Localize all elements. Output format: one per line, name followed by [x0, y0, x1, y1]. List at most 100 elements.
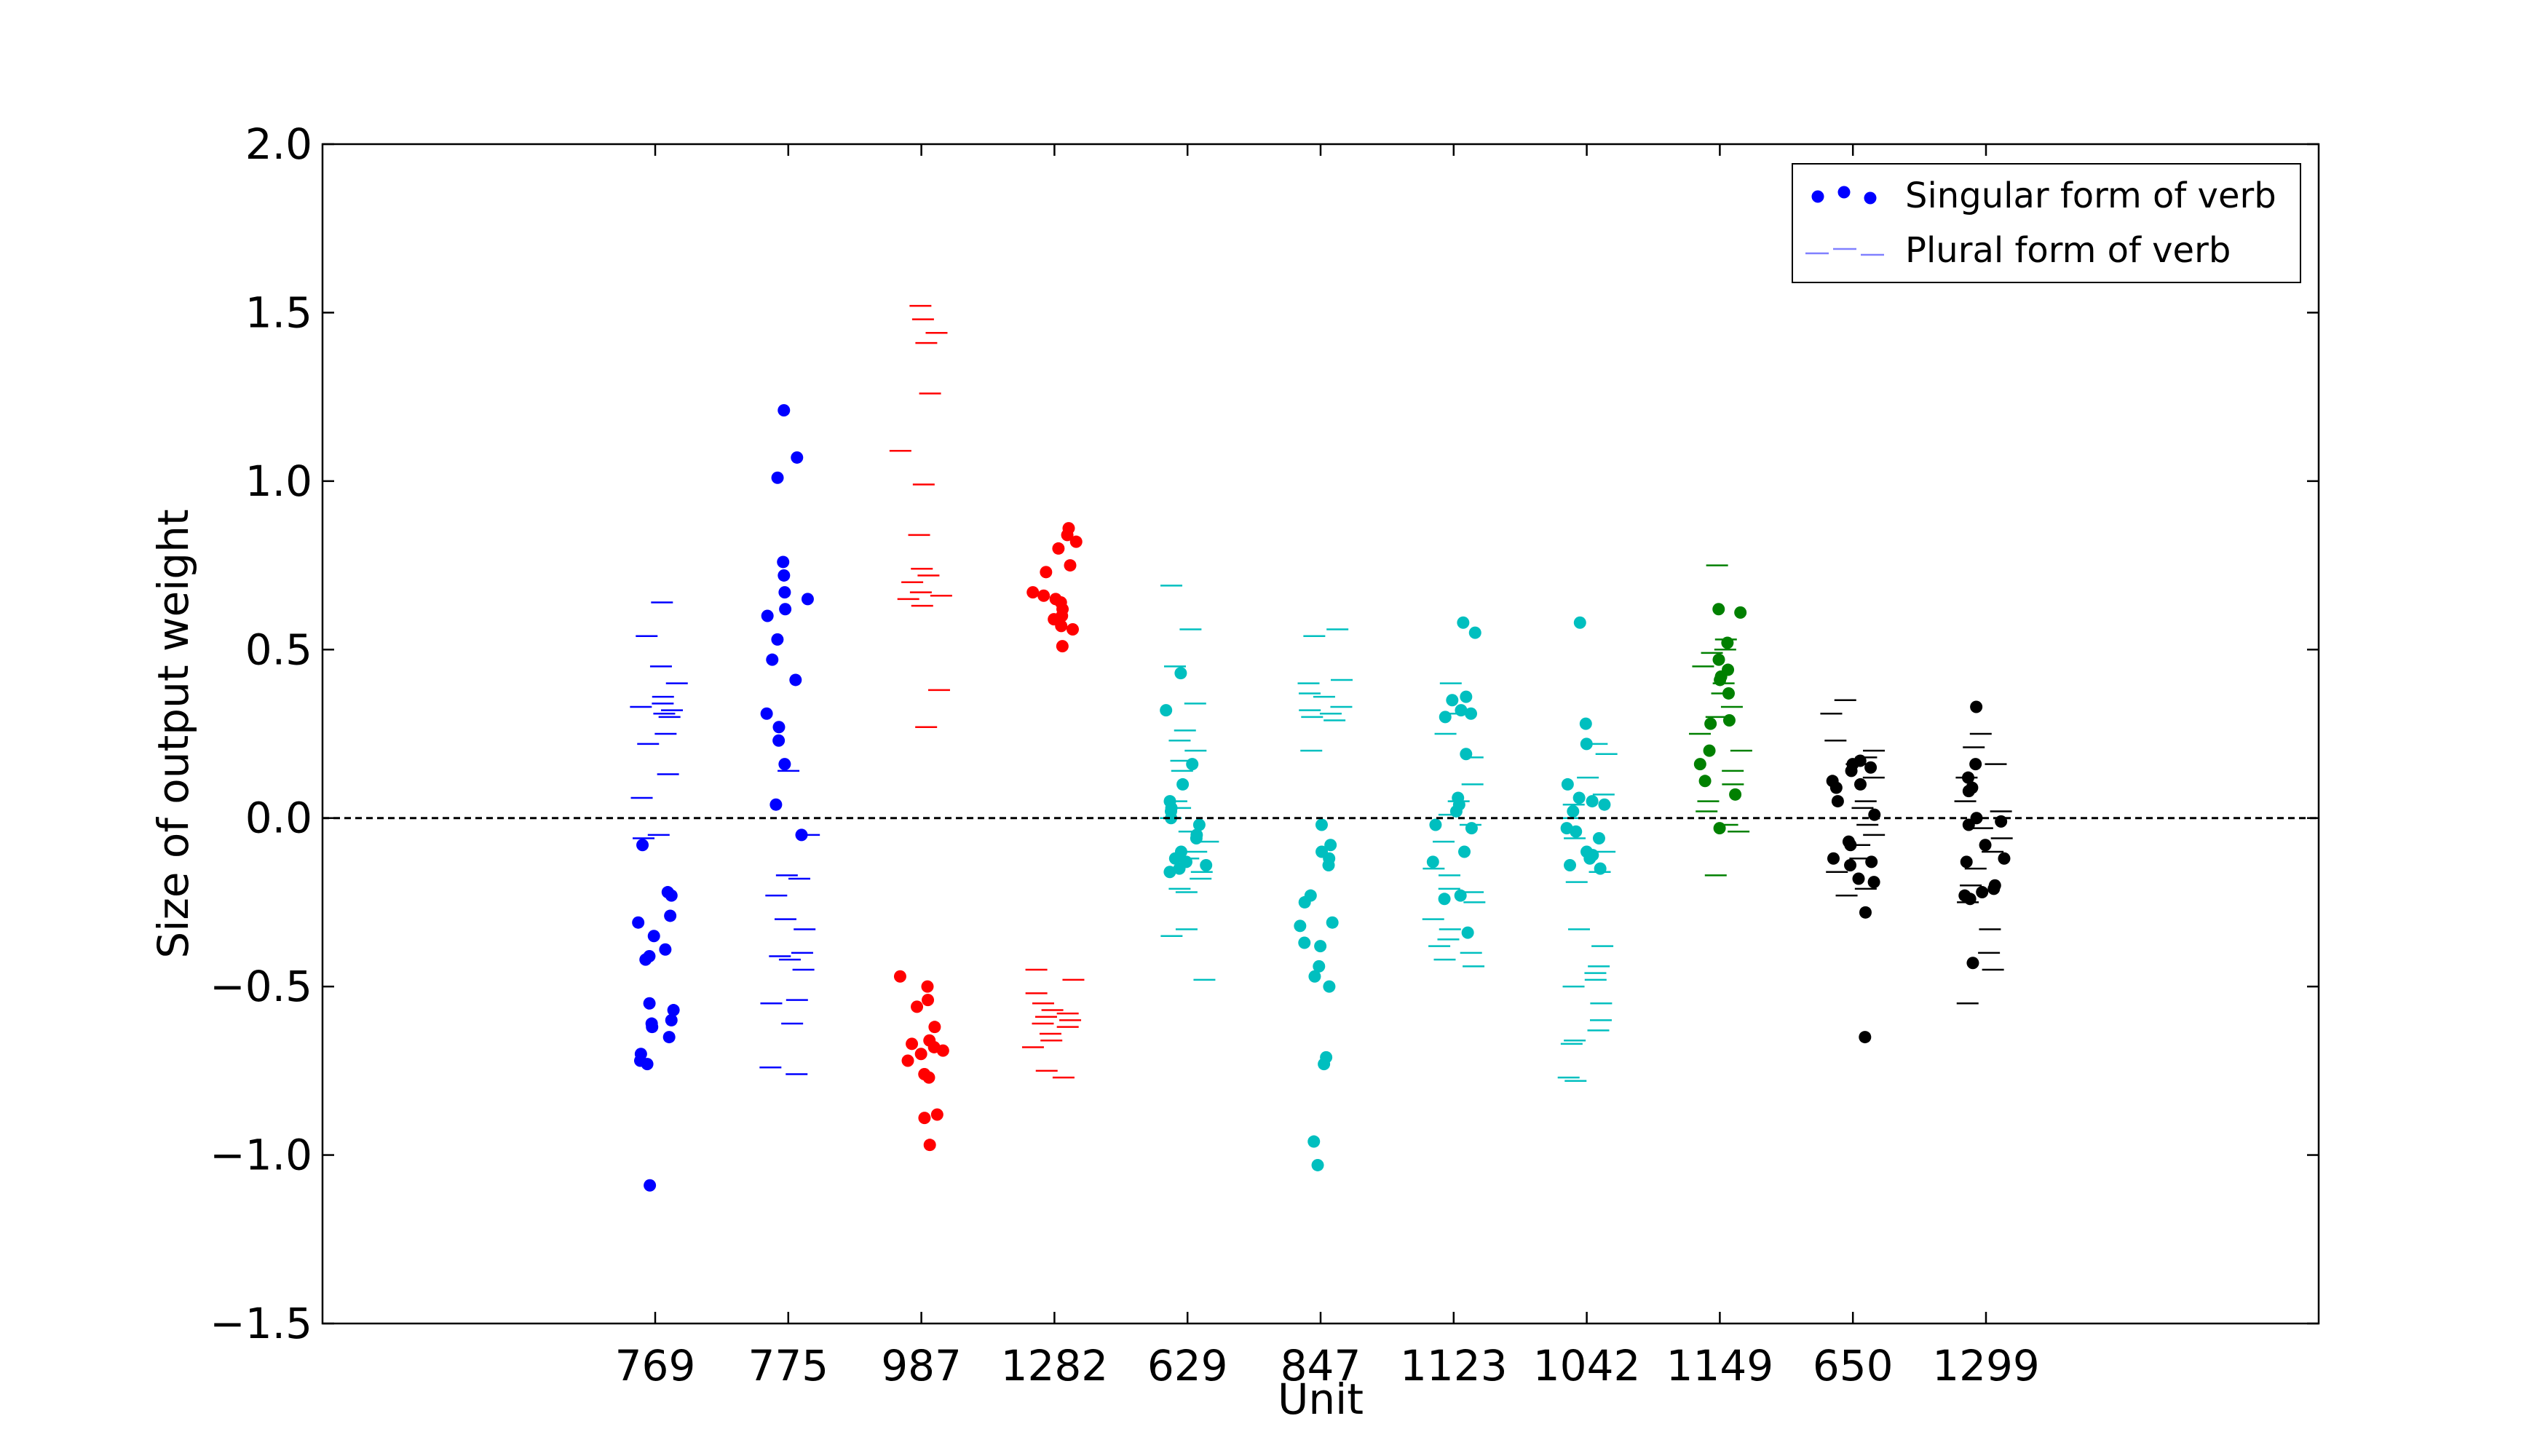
singular-point-1042-2: [1580, 737, 1593, 751]
singular-point-775-10: [766, 653, 779, 666]
singular-point-629-2: [1186, 758, 1199, 771]
singular-point-629-15: [1173, 862, 1186, 875]
singular-point-1299-9: [1998, 852, 2011, 865]
singular-point-769-8: [639, 953, 652, 966]
singular-point-1149-3: [1712, 653, 1725, 666]
singular-point-1123-2: [1460, 690, 1473, 703]
series-unit-987: [889, 304, 952, 1152]
singular-point-987-15: [923, 1139, 936, 1152]
singular-point-775-5: [778, 586, 791, 599]
legend-box: [1792, 163, 2301, 283]
legend-label-singular: Singular form of verb: [1905, 175, 2276, 216]
singular-point-847-8: [1294, 919, 1307, 933]
singular-point-1123-11: [1429, 818, 1442, 831]
singular-point-1042-6: [1598, 798, 1611, 811]
singular-point-650-10: [1844, 839, 1857, 852]
series-unit-629: [1160, 585, 1219, 981]
singular-point-769-6: [659, 943, 672, 956]
singular-point-769-18: [644, 1179, 657, 1192]
singular-point-847-6: [1298, 895, 1311, 909]
singular-point-847-15: [1318, 1058, 1331, 1071]
singular-point-1299-8: [1979, 839, 1992, 852]
y-tick-label-4: 0.5: [245, 625, 312, 674]
singular-point-987-9: [914, 1048, 927, 1061]
singular-point-1299-0: [1970, 700, 1983, 713]
singular-point-987-6: [906, 1037, 919, 1051]
singular-point-769-11: [665, 1013, 678, 1026]
singular-point-987-14: [918, 1112, 931, 1125]
singular-point-1282-2: [1069, 535, 1083, 548]
x-tick-label-9: 650: [1813, 1341, 1894, 1390]
singular-point-1299-1: [1969, 758, 1982, 771]
x-tick-label-6: 1123: [1400, 1341, 1508, 1390]
singular-point-769-2: [665, 889, 678, 902]
singular-point-775-8: [761, 609, 774, 622]
singular-point-650-17: [1859, 1031, 1872, 1044]
singular-point-650-14: [1852, 872, 1865, 885]
singular-point-987-12: [922, 1071, 935, 1084]
singular-point-650-16: [1859, 906, 1872, 919]
singular-point-1123-1: [1468, 626, 1481, 639]
singular-point-987-3: [911, 1000, 924, 1013]
y-tick-label-2: −0.5: [210, 962, 312, 1011]
singular-point-1282-6: [1026, 586, 1040, 599]
singular-point-1299-10: [1960, 855, 1973, 869]
singular-point-1299-15: [1963, 893, 1977, 906]
x-tick-label-7: 1042: [1533, 1341, 1641, 1390]
y-axis-label: Size of output weight: [149, 509, 198, 958]
singular-point-629-8: [1192, 818, 1206, 831]
singular-point-775-3: [777, 555, 790, 569]
singular-point-847-4: [1322, 859, 1335, 872]
singular-point-629-7: [1165, 812, 1178, 825]
singular-point-769-10: [667, 1004, 680, 1017]
singular-point-1149-11: [1693, 758, 1706, 771]
singular-point-1042-14: [1564, 859, 1577, 872]
singular-point-847-0: [1315, 818, 1328, 831]
series-unit-769: [630, 601, 688, 1192]
x-tick-label-0: 769: [615, 1341, 696, 1390]
singular-point-1123-15: [1454, 889, 1467, 902]
singular-point-1149-12: [1698, 775, 1712, 788]
singular-point-775-4: [778, 569, 791, 582]
singular-point-1149-8: [1722, 713, 1736, 727]
x-tick-label-5: 847: [1281, 1341, 1361, 1390]
singular-point-1042-13: [1583, 852, 1597, 865]
singular-point-987-8: [936, 1044, 949, 1057]
y-tick-label-0: −1.5: [210, 1299, 312, 1348]
y-tick-label-3: 0.0: [245, 794, 312, 843]
singular-point-847-13: [1323, 980, 1336, 993]
singular-point-769-3: [664, 909, 677, 922]
legend-dot-2: [1864, 191, 1877, 205]
singular-point-650-7: [1831, 795, 1844, 808]
x-tick-label-4: 629: [1147, 1341, 1228, 1390]
singular-point-775-7: [779, 603, 792, 616]
singular-point-1299-2: [1962, 771, 1975, 784]
singular-point-1042-4: [1572, 791, 1586, 804]
singular-point-629-3: [1176, 778, 1190, 791]
singular-point-1149-13: [1729, 788, 1742, 801]
legend-label-plural: Plural form of verb: [1905, 230, 2231, 271]
singular-point-1299-12: [1987, 882, 2001, 895]
singular-point-1149-1: [1734, 606, 1747, 619]
y-tick-label-6: 1.5: [245, 288, 312, 337]
singular-point-629-16: [1163, 866, 1176, 879]
x-axis-tick-labels: 769 775 987 1282 629 847 1123 1042 1149 650 1299: [615, 1341, 2040, 1390]
singular-point-1149-2: [1721, 636, 1734, 649]
singular-point-775-0: [778, 404, 791, 417]
singular-point-1299-7: [1962, 818, 1975, 831]
singular-point-775-6: [801, 593, 814, 606]
axis-ticks: [323, 143, 2319, 1325]
singular-point-775-14: [772, 734, 786, 747]
singular-point-775-15: [778, 758, 791, 771]
singular-point-775-13: [772, 721, 786, 734]
singular-point-650-2: [1864, 761, 1878, 774]
singular-point-1123-5: [1465, 707, 1478, 720]
singular-point-1123-4: [1455, 704, 1468, 717]
series-unit-1123: [1422, 616, 1486, 968]
legend-dot-1: [1837, 186, 1851, 199]
singular-point-1149-14: [1713, 822, 1726, 835]
series-unit-847: [1294, 628, 1353, 1171]
singular-point-650-13: [1844, 859, 1857, 872]
singular-point-1042-0: [1573, 616, 1586, 629]
singular-point-1282-1: [1061, 529, 1074, 542]
